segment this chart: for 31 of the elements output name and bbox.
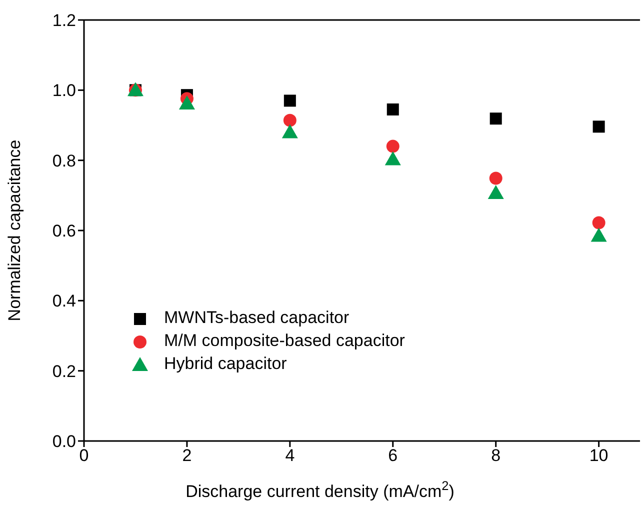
x-tick-label: 6	[388, 446, 398, 466]
y-tick-label: 0.8	[52, 151, 76, 170]
y-axis-title: Normalized capacitance	[5, 140, 24, 322]
point	[284, 94, 296, 107]
point	[592, 120, 605, 133]
x-tick-label: 8	[491, 446, 501, 466]
point	[490, 112, 502, 125]
legend-label: M/M composite-based capacitor	[164, 331, 405, 351]
point	[386, 103, 399, 116]
point	[283, 114, 296, 127]
legend-label: Hybrid capacitor	[164, 354, 287, 374]
x-tick-label: 10	[589, 446, 608, 466]
point	[488, 184, 504, 199]
y-tick-label: 0.6	[52, 222, 76, 241]
y-tick-label: 0.4	[52, 292, 76, 311]
x-tick-label: 4	[285, 446, 295, 466]
point	[384, 151, 401, 166]
point	[386, 140, 400, 153]
point	[178, 96, 195, 110]
point	[590, 228, 607, 242]
y-tick-label: 0.0	[52, 432, 76, 452]
legend-label: MWNTs-based capacitor	[164, 308, 350, 328]
x-tick-label: 2	[182, 446, 192, 466]
point	[592, 216, 606, 230]
y-tick-label: 0.2	[52, 362, 76, 381]
point	[489, 172, 502, 185]
x-axis-title: Discharge current density (mA/cm$^{2}$)	[186, 478, 454, 501]
y-tick-label: 1.2	[52, 11, 76, 30]
point	[282, 124, 298, 138]
y-tick-label: 1.0	[52, 81, 76, 100]
x-tick-label: 0	[79, 446, 89, 466]
